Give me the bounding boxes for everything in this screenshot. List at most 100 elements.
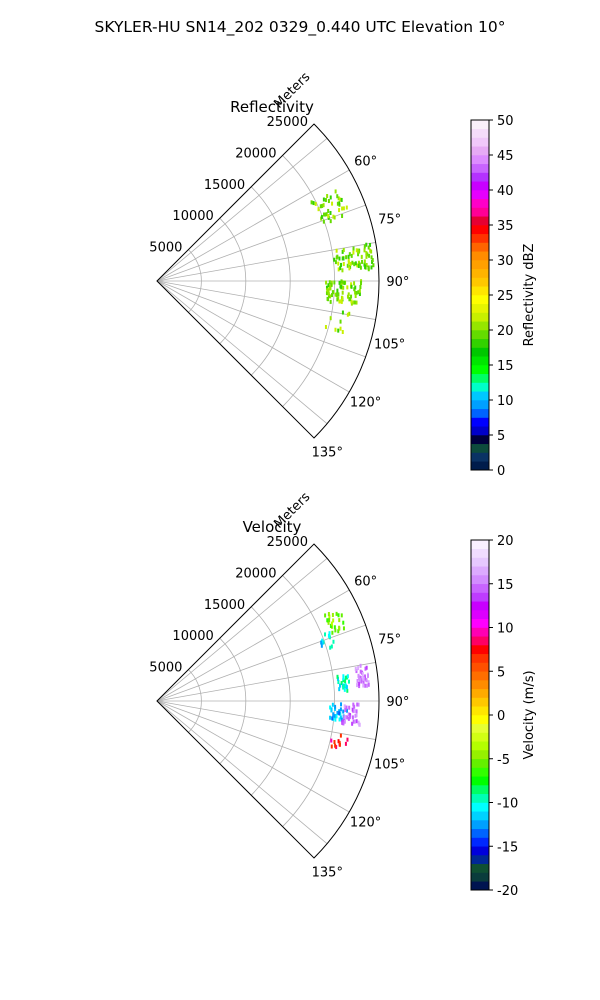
sector-outline: [156, 123, 380, 439]
data-cell: [337, 613, 340, 618]
data-cell: [352, 719, 355, 724]
data-cell: [324, 632, 327, 637]
colorbar-tick-label: 30: [497, 254, 514, 269]
data-cell: [329, 210, 332, 215]
data-cell: [345, 705, 348, 710]
data-cell: [340, 702, 343, 707]
data-cell: [364, 683, 367, 688]
data-cell: [322, 197, 325, 202]
data-cell: [367, 673, 369, 678]
data-cell: [347, 292, 350, 297]
data-cell: [335, 255, 338, 260]
data-cell: [336, 297, 339, 302]
data-cell: [337, 292, 340, 297]
colorbar-segment: [471, 618, 489, 628]
data-cell: [355, 719, 358, 724]
data-cell: [331, 290, 334, 295]
data-cell: [359, 663, 362, 668]
colorbar-segment: [471, 776, 489, 786]
theta-gridline: [156, 169, 350, 282]
data-cell: [359, 285, 362, 289]
data-cell: [329, 705, 332, 710]
data-cell: [320, 640, 323, 645]
data-cell: [352, 250, 355, 255]
colorbar-segment: [471, 592, 489, 602]
data-cell: [330, 621, 333, 626]
colorbar-tick-label: -15: [497, 840, 518, 855]
colorbar-segment: [471, 172, 489, 182]
colorbar-segment: [471, 715, 489, 725]
theta-gridline: [156, 137, 328, 282]
data-cell: [330, 624, 333, 629]
theta-gridline: [156, 589, 350, 702]
colorbar-segment: [471, 741, 489, 751]
data-cell: [329, 645, 332, 650]
data-cell: [331, 716, 334, 721]
data-cell: [353, 719, 356, 724]
data-cell: [337, 267, 340, 272]
data-cell: [367, 265, 370, 270]
data-cell: [350, 301, 353, 306]
data-cell: [334, 260, 337, 265]
colorbar-segment: [471, 706, 489, 716]
data-cell: [330, 283, 333, 288]
data-cell: [339, 712, 342, 717]
theta-tick-label: 60°: [354, 575, 377, 590]
colorbar-segment: [471, 461, 489, 471]
data-cell: [332, 214, 335, 219]
colorbar-segment: [471, 303, 489, 313]
colorbar-segment: [471, 671, 489, 681]
data-cell: [328, 631, 331, 636]
data-cells: [310, 189, 375, 334]
colorbar-tick-label: 10: [497, 622, 514, 637]
colorbar-segment: [471, 557, 489, 567]
data-cell: [317, 207, 320, 212]
data-cell: [356, 678, 359, 683]
data-cell: [367, 682, 370, 687]
theta-gridline: [156, 280, 350, 393]
data-cell: [324, 325, 327, 330]
data-cell: [334, 292, 337, 297]
theta-gridline: [156, 557, 328, 702]
data-cell: [344, 708, 347, 713]
data-cell: [327, 297, 330, 302]
colorbar-tick-label: 5: [497, 429, 505, 444]
data-cell: [353, 262, 356, 267]
data-cell: [357, 673, 360, 678]
data-cell: [334, 704, 337, 709]
data-cell: [334, 706, 337, 711]
theta-tick-label: 60°: [354, 155, 377, 170]
colorbar-segment: [471, 426, 489, 436]
data-cell: [349, 713, 352, 718]
colorbar-segment: [471, 811, 489, 821]
data-cell: [338, 618, 341, 623]
data-cell: [333, 740, 336, 744]
data-cell: [352, 246, 355, 251]
data-cell: [371, 258, 374, 263]
data-cell: [331, 201, 334, 206]
data-cell: [354, 713, 357, 718]
data-cell: [340, 284, 343, 289]
data-cell: [325, 285, 328, 290]
colorbar-segment: [471, 198, 489, 208]
data-cell: [341, 330, 344, 334]
data-cell: [329, 286, 332, 291]
data-cell: [354, 285, 357, 290]
theta-tick-label: 90°: [386, 695, 409, 710]
colorbar-segment: [471, 181, 489, 191]
data-cell: [342, 721, 345, 726]
r-tick-label: 25000: [267, 535, 308, 550]
data-cell: [352, 708, 355, 713]
data-cell: [350, 282, 353, 287]
data-cell: [365, 251, 368, 256]
data-cell: [333, 280, 336, 285]
data-cell: [336, 710, 339, 715]
colorbar-segment: [471, 732, 489, 742]
data-cell: [358, 292, 361, 297]
theta-tick-label: 120°: [350, 815, 381, 830]
data-cell: [332, 713, 335, 718]
colorbar: 0 5 10 15 20 25 30 35 40 45 50 Reflectivity dBZ: [470, 114, 537, 479]
data-cell: [357, 290, 360, 295]
colorbar-tick-label: 45: [497, 149, 514, 164]
data-cell: [322, 219, 325, 224]
